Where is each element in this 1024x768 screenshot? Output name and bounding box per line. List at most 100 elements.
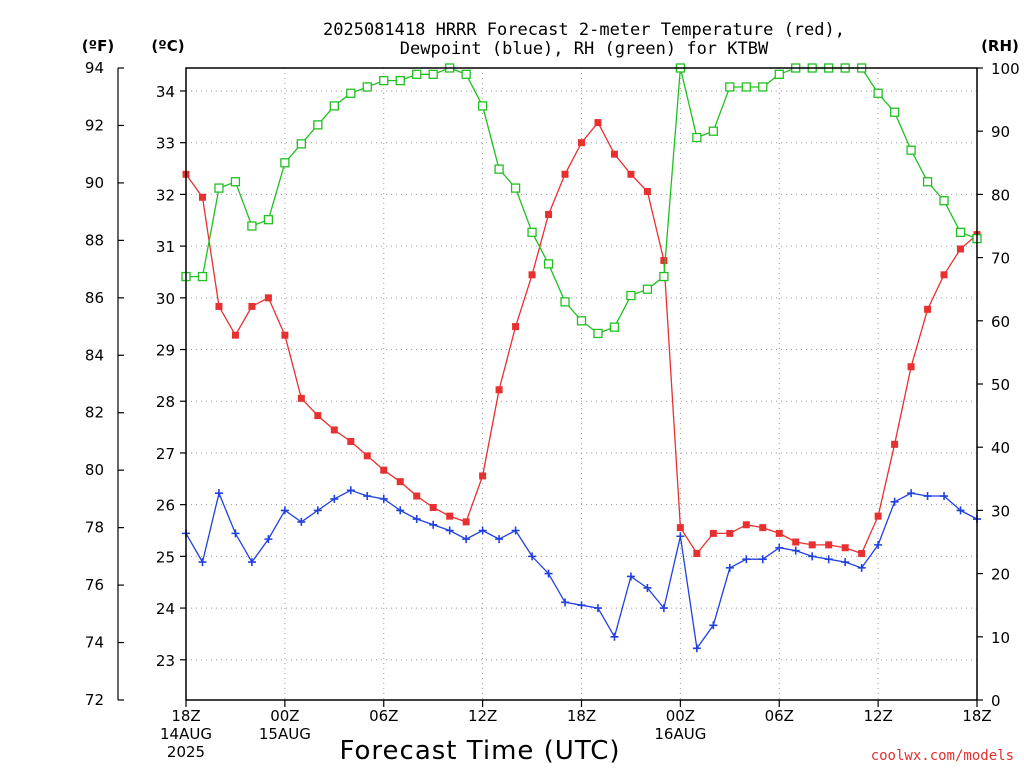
dewpoint-point bbox=[198, 558, 207, 567]
temperature-point bbox=[314, 412, 322, 420]
temperature-point bbox=[363, 452, 371, 460]
dewpoint-point bbox=[610, 632, 619, 641]
dewpoint-point bbox=[940, 492, 949, 501]
time-tick-label: 14AUG bbox=[160, 725, 212, 743]
rh-tick-label: 40 bbox=[991, 439, 1010, 457]
chart-title-line-2: Dewpoint (blue), RH (green) for KTBW bbox=[400, 39, 769, 59]
rh-point bbox=[527, 227, 537, 237]
temperature-point bbox=[709, 529, 717, 537]
temperature-point bbox=[891, 440, 899, 448]
temperature-point bbox=[446, 512, 454, 520]
time-tick-label: 00Z bbox=[666, 707, 695, 725]
rh-point bbox=[379, 75, 389, 86]
dewpoint-point bbox=[890, 497, 899, 506]
dewpoint-point bbox=[659, 604, 668, 613]
rh-point bbox=[576, 316, 587, 326]
time-tick-label: 15AUG bbox=[259, 725, 311, 743]
fahrenheit-tick-label: 74 bbox=[85, 634, 104, 652]
temperature-point bbox=[808, 541, 816, 549]
dewpoint-point bbox=[808, 552, 817, 561]
dewpoint-point bbox=[593, 604, 602, 613]
fahrenheit-tick-label: 72 bbox=[85, 691, 104, 709]
dewpoint-point bbox=[214, 489, 223, 498]
dewpoint-point bbox=[264, 535, 273, 544]
rh-point bbox=[346, 88, 356, 98]
rh-point bbox=[741, 82, 751, 92]
rh-point bbox=[428, 69, 438, 79]
rh-point bbox=[774, 69, 784, 79]
temperature-point bbox=[578, 139, 585, 147]
time-tick-label: 18Z bbox=[962, 707, 991, 725]
rh-point bbox=[510, 183, 521, 193]
temperature-point bbox=[610, 150, 618, 158]
celsius-tick-label: 33 bbox=[156, 135, 175, 153]
rh-point bbox=[543, 259, 554, 269]
dewpoint-point bbox=[907, 489, 916, 498]
fahrenheit-tick-label: 78 bbox=[85, 519, 104, 537]
temperature-point bbox=[528, 271, 536, 279]
dewpoint-point bbox=[692, 644, 701, 653]
dewpoint-point bbox=[676, 532, 685, 541]
temperature-point bbox=[330, 426, 338, 434]
dewpoint-point bbox=[231, 529, 240, 538]
temperature-point bbox=[264, 294, 272, 302]
time-tick-label: 12Z bbox=[863, 707, 892, 725]
time-tick-label: 18Z bbox=[171, 707, 200, 725]
rh-tick-label: 50 bbox=[991, 376, 1010, 394]
rh-tick-label: 10 bbox=[991, 629, 1010, 647]
dewpoint-point bbox=[330, 494, 339, 503]
celsius-tick-label: 28 bbox=[156, 393, 175, 411]
fahrenheit-tick-label: 92 bbox=[85, 116, 104, 134]
temperature-point bbox=[907, 363, 915, 371]
time-tick-label: 2025 bbox=[167, 743, 205, 761]
time-tick-label: 06Z bbox=[369, 707, 398, 725]
dewpoint-point bbox=[462, 535, 471, 544]
rh-point bbox=[329, 101, 339, 111]
dewpoint-point bbox=[297, 517, 306, 526]
rh-tick-label: 60 bbox=[991, 313, 1010, 331]
dewpoint-point bbox=[363, 492, 372, 501]
dewpoint-point bbox=[824, 555, 833, 564]
dewpoint-point bbox=[791, 546, 800, 555]
temperature-point bbox=[215, 302, 223, 310]
celsius-tick-label: 25 bbox=[156, 548, 175, 566]
celsius-tick-label: 31 bbox=[156, 238, 175, 256]
celsius-tick-label: 23 bbox=[156, 652, 175, 670]
celsius-tick-label: 32 bbox=[156, 186, 175, 204]
temperature-point bbox=[775, 529, 783, 537]
rh-point bbox=[214, 183, 224, 193]
dewpoint-point bbox=[495, 535, 504, 544]
rh-tick-label: 100 bbox=[991, 60, 1020, 78]
dewpoint-point bbox=[758, 555, 767, 564]
temperature-point bbox=[594, 119, 602, 127]
temperature-point bbox=[676, 524, 684, 532]
temperature-point bbox=[874, 512, 882, 520]
fahrenheit-unit-label: (ºF) bbox=[82, 37, 114, 55]
plot-frame bbox=[185, 67, 978, 701]
rh-tick-label: 30 bbox=[991, 502, 1010, 520]
temperature-point bbox=[545, 211, 553, 219]
temperature-point bbox=[495, 386, 503, 394]
temperature-point bbox=[347, 437, 355, 445]
temperature-point bbox=[561, 170, 569, 178]
temperature-point bbox=[759, 524, 767, 532]
temperature-point bbox=[858, 549, 866, 557]
dewpoint-point bbox=[874, 540, 883, 549]
temperature-point bbox=[512, 323, 520, 331]
dewpoint-point bbox=[956, 506, 965, 515]
fahrenheit-tick-label: 90 bbox=[85, 174, 104, 192]
dewpoint-point bbox=[346, 486, 355, 495]
temperature-point bbox=[957, 245, 965, 253]
dewpoint-point bbox=[857, 563, 866, 572]
temperature-point bbox=[643, 188, 651, 196]
dewpoint-point bbox=[429, 520, 438, 529]
rh-point bbox=[593, 328, 603, 339]
dewpoint-point bbox=[742, 555, 751, 564]
temperature-point bbox=[429, 504, 437, 512]
rh-point bbox=[230, 177, 241, 187]
rh-tick-label: 70 bbox=[991, 250, 1010, 268]
celsius-unit-label: (ºC) bbox=[151, 37, 184, 55]
dewpoint-point bbox=[561, 598, 570, 607]
temperature-point bbox=[693, 549, 701, 557]
